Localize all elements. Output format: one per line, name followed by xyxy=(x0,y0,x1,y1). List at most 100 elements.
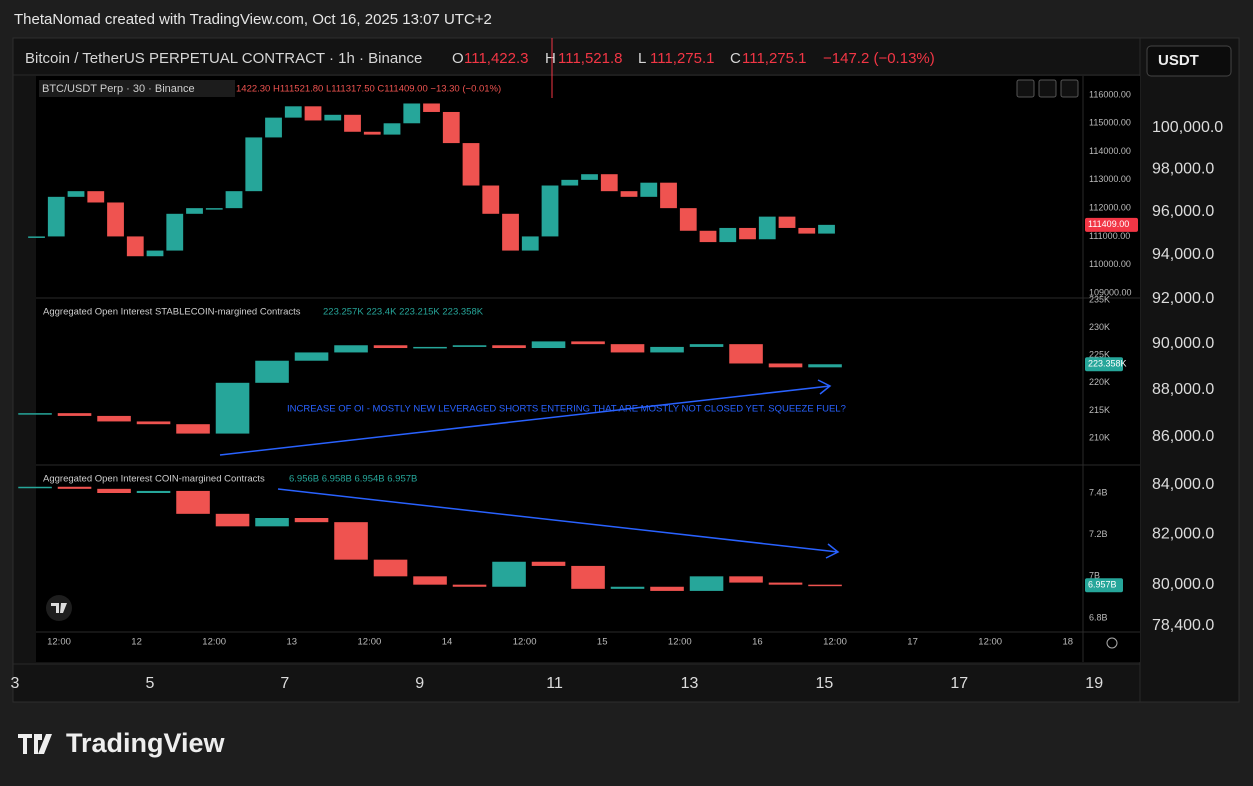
x-tick-label: 15 xyxy=(816,675,834,692)
candle xyxy=(18,486,52,489)
button[interactable] xyxy=(1060,79,1079,98)
candle xyxy=(373,345,408,349)
ohlc-key: O xyxy=(452,50,464,67)
y-tick-label: 7.4B xyxy=(1089,487,1108,497)
candle xyxy=(373,559,408,577)
last-value-label: 223.358K xyxy=(1088,359,1127,369)
y-tick-label: 110000.00 xyxy=(1089,259,1131,269)
ohlc-key: H xyxy=(545,50,556,67)
x-tick-label: 12:00 xyxy=(47,637,71,648)
candle xyxy=(423,103,440,112)
candle xyxy=(146,250,164,257)
annotation: INCREASE OF OI - MOSTLY NEW LEVERAGED SH… xyxy=(287,404,846,415)
candle xyxy=(245,137,263,192)
candle xyxy=(186,208,203,214)
arrow-line xyxy=(219,385,831,456)
ohlc-key: L xyxy=(638,50,646,67)
candle xyxy=(768,582,803,585)
candle xyxy=(255,518,289,527)
x-tick-label: 12 xyxy=(131,637,142,648)
brand-logo xyxy=(18,734,52,754)
x-tick-label: 17 xyxy=(907,637,918,648)
currency-button[interactable] xyxy=(1146,45,1232,77)
settings-icon[interactable] xyxy=(1106,637,1118,649)
y-tick-label: 92,000.0 xyxy=(1152,290,1214,307)
candle xyxy=(808,584,842,587)
y-tick-label: 6.8B xyxy=(1089,612,1108,622)
candle xyxy=(87,191,105,203)
y-tick-label: 112000.00 xyxy=(1089,203,1131,213)
candle xyxy=(97,488,131,493)
x-tick-label: 12:00 xyxy=(513,637,537,648)
candle xyxy=(176,490,210,514)
arrow-head xyxy=(825,543,840,559)
y-tick-label: 98,000.0 xyxy=(1152,161,1214,178)
x-tick-label: 17 xyxy=(950,675,968,692)
y-tick-label: 215K xyxy=(1089,405,1110,415)
ohlc-value: 111,275.1 xyxy=(650,50,715,67)
y-tick-label: 78,400.0 xyxy=(1152,617,1214,634)
candle xyxy=(107,202,124,237)
candle xyxy=(571,565,605,589)
ohlc-value: 111,275.1 xyxy=(742,50,807,67)
x-tick-label: 12:00 xyxy=(668,637,692,648)
x-tick-label: 19 xyxy=(1085,675,1103,692)
candle xyxy=(294,352,329,361)
y-tick-label: 220K xyxy=(1089,377,1110,387)
ohlc-value: 111,521.8 xyxy=(558,50,623,67)
candle xyxy=(620,191,638,197)
y-tick-label: 90,000.0 xyxy=(1152,335,1214,352)
x-tick-label: 16 xyxy=(752,637,763,648)
candle xyxy=(650,346,684,353)
x-tick-label: 14 xyxy=(442,637,453,648)
candle xyxy=(482,185,500,214)
candle xyxy=(818,224,835,234)
candle xyxy=(136,421,171,425)
candle xyxy=(205,208,223,210)
y-tick-label: 235K xyxy=(1089,294,1110,304)
candle xyxy=(729,344,763,364)
candle xyxy=(571,341,605,345)
candle xyxy=(452,584,487,587)
candle xyxy=(18,413,52,415)
candle xyxy=(531,561,566,566)
last-value-tag xyxy=(1085,578,1123,593)
candle xyxy=(225,191,243,209)
button[interactable] xyxy=(1016,79,1035,98)
candle xyxy=(265,117,282,138)
legend-box xyxy=(39,80,235,97)
y-tick-label: 230K xyxy=(1089,322,1110,332)
y-tick-label: 210K xyxy=(1089,432,1110,442)
candle xyxy=(541,185,559,237)
candle xyxy=(600,174,618,192)
candle xyxy=(47,196,65,237)
y-tick-label: 7.2B xyxy=(1089,529,1108,539)
last-value-tag xyxy=(1085,357,1123,372)
candle xyxy=(383,123,401,135)
candle xyxy=(502,213,519,251)
x-tick-label: 7 xyxy=(280,675,289,692)
x-tick-label: 12:00 xyxy=(978,637,1002,648)
candle xyxy=(136,490,171,493)
button[interactable] xyxy=(1038,79,1057,98)
candle xyxy=(640,182,658,197)
ohlc-value: 111,422.3 xyxy=(464,50,529,67)
arrow xyxy=(219,379,840,559)
y-tick-label: 86,000.0 xyxy=(1152,428,1214,445)
candle xyxy=(255,360,289,383)
inner-ohlc: 1422.30 H111521.80 L111317.50 C111409.00… xyxy=(236,84,501,95)
y-tick-label: 88,000.0 xyxy=(1152,381,1214,398)
candle xyxy=(719,227,737,243)
currency-label[interactable]: USDT xyxy=(1158,52,1199,69)
candle xyxy=(610,586,645,589)
candle xyxy=(650,586,684,591)
candle xyxy=(768,363,803,368)
y-tick-label: 82,000.0 xyxy=(1152,525,1214,542)
candle xyxy=(344,114,361,132)
candle xyxy=(67,191,85,197)
candle xyxy=(778,216,796,228)
candle xyxy=(294,518,329,523)
y-tick-label: 94,000.0 xyxy=(1152,246,1214,263)
candle xyxy=(492,345,526,349)
